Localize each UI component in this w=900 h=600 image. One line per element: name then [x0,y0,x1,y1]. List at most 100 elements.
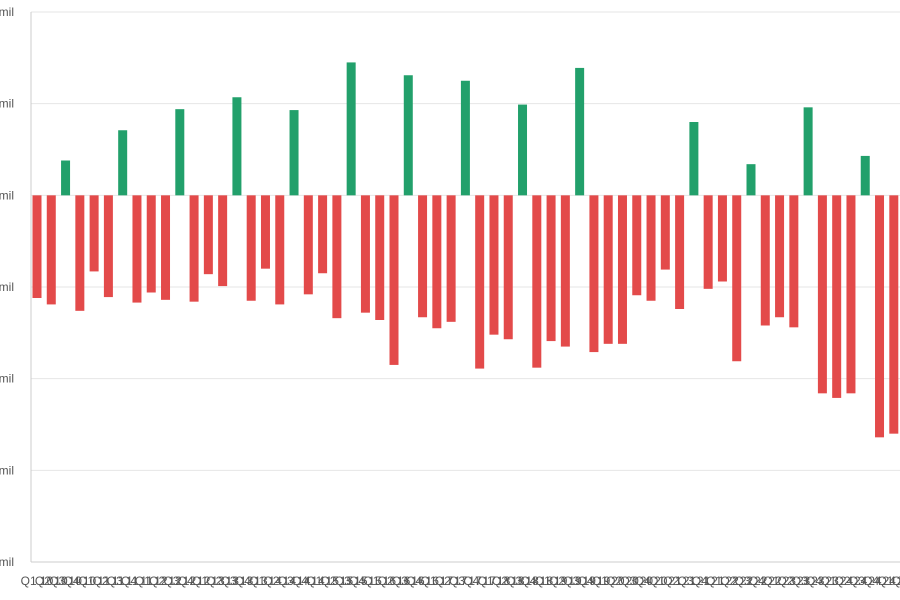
bar-positive [118,130,128,196]
x-tick-label: Q1 24 [820,574,853,588]
bar-negative [603,195,613,344]
x-tick-label: Q1 19 [535,574,568,588]
x-tick-label: Q4 16 [406,574,439,588]
bar-negative [832,195,842,398]
bar-negative [717,195,727,282]
x-tick-label: Q4 18 [520,574,553,588]
x-tick-label: Q3 13 [221,574,254,588]
bar-negative [732,195,742,362]
bar-negative [275,195,285,305]
x-tick-label: Q2 22 [720,574,753,588]
x-tick-label: Q3 22 [735,574,768,588]
x-tick-label: Q3 24 [849,574,882,588]
bar-negative [132,195,142,303]
bar-negative [161,195,171,300]
x-tick-label: Q4 11 [121,574,153,588]
x-tick-label: Q2 23 [777,574,810,588]
x-tick-label: Q4 14 [292,574,325,588]
bar-positive [460,80,470,196]
bar-negative [260,195,270,269]
bar-negative [389,195,399,365]
bar-positive [860,155,870,196]
bar-negative [303,195,313,295]
bar-negative [475,195,485,369]
bar-negative [89,195,99,272]
bar-negative [75,195,85,311]
axes [30,12,900,563]
bar-negative [446,195,456,322]
bar-negative [332,195,342,319]
bar-positive [746,164,756,196]
x-tick-label: Q1 25 [877,574,900,588]
x-tick-label: Q1 10 [21,574,54,588]
y-tick-label: mil [0,463,14,477]
x-tick-label: Q1 15 [306,574,339,588]
bar-negative [846,195,856,394]
x-tick-label: Q4 20 [635,574,668,588]
x-tick-label: Q2 18 [492,574,525,588]
x-tick-label: Q3 15 [335,574,368,588]
x-tick-label: Q3 18 [506,574,539,588]
bar-negative [617,195,627,344]
bar-negative [589,195,599,353]
bar-positive [346,62,356,196]
x-tick-label: Q1 18 [478,574,511,588]
x-tick-label: Q2 24 [835,574,868,588]
x-tick-label: Q4 21 [692,574,725,588]
x-tick-label: Q1 17 [420,574,453,588]
y-tick-label: mil [0,555,14,569]
bar-positive [232,97,242,196]
bar-positive [518,104,528,196]
x-tick-label: Q2 19 [549,574,582,588]
x-tick-label: Q4 23 [806,574,839,588]
bar-negative [889,195,899,434]
bar-negative [775,195,785,318]
x-tick-label: Q1 16 [363,574,396,588]
y-tick-label: mil [0,5,14,19]
y-tick-label: mil [0,372,14,386]
bar-negative [817,195,827,394]
bar-negative [189,195,199,302]
bar-negative [703,195,713,289]
x-tick-label: Q4 13 [235,574,268,588]
bar-negative [560,195,570,347]
bar-positive [575,67,585,196]
bar-positive [803,107,813,196]
bar-negative [218,195,228,287]
x-tick-label: Q1 12 [135,574,168,588]
x-tick-label: Q3 10 [49,574,82,588]
x-tick-label: Q3 12 [163,574,196,588]
x-tick-label: Q1 21 [649,574,682,588]
x-tick-label: Q2 13 [206,574,239,588]
bar-negative [375,195,385,320]
x-tick-label: Q1 22 [706,574,739,588]
x-tick-label: Q3 21 [678,574,711,588]
y-tick-label: mil [0,280,14,294]
x-tick-label: Q4 22 [749,574,782,588]
bar-negative [146,195,156,293]
bar-negative [660,195,670,270]
x-tick-label: Q4 12 [178,574,211,588]
bar-negative [46,195,56,305]
x-tick-label: Q1 11 [78,574,110,588]
bar-negative [432,195,442,329]
bar-positive [689,122,699,196]
bar-negative [760,195,770,326]
x-tick-label: Q4 17 [463,574,496,588]
x-tick-label: Q3 20 [620,574,653,588]
x-tick-label: Q3 19 [563,574,596,588]
x-tick-label: Q1 13 [192,574,225,588]
bar-negative [103,195,113,298]
bar-negative [789,195,799,328]
x-tick-label: Q2 20 [606,574,639,588]
bar-negative [418,195,428,318]
y-tick-label: mil [0,188,14,202]
x-tick-label: Q4 19 [578,574,611,588]
x-tick-label: Q2 14 [263,574,296,588]
bar-negative [675,195,685,309]
bar-negative [318,195,328,274]
bar-negative [546,195,556,342]
x-tick-label: Q3 17 [449,574,482,588]
y-tick-labels: mil mil mil mil mil mil mil [0,5,14,569]
